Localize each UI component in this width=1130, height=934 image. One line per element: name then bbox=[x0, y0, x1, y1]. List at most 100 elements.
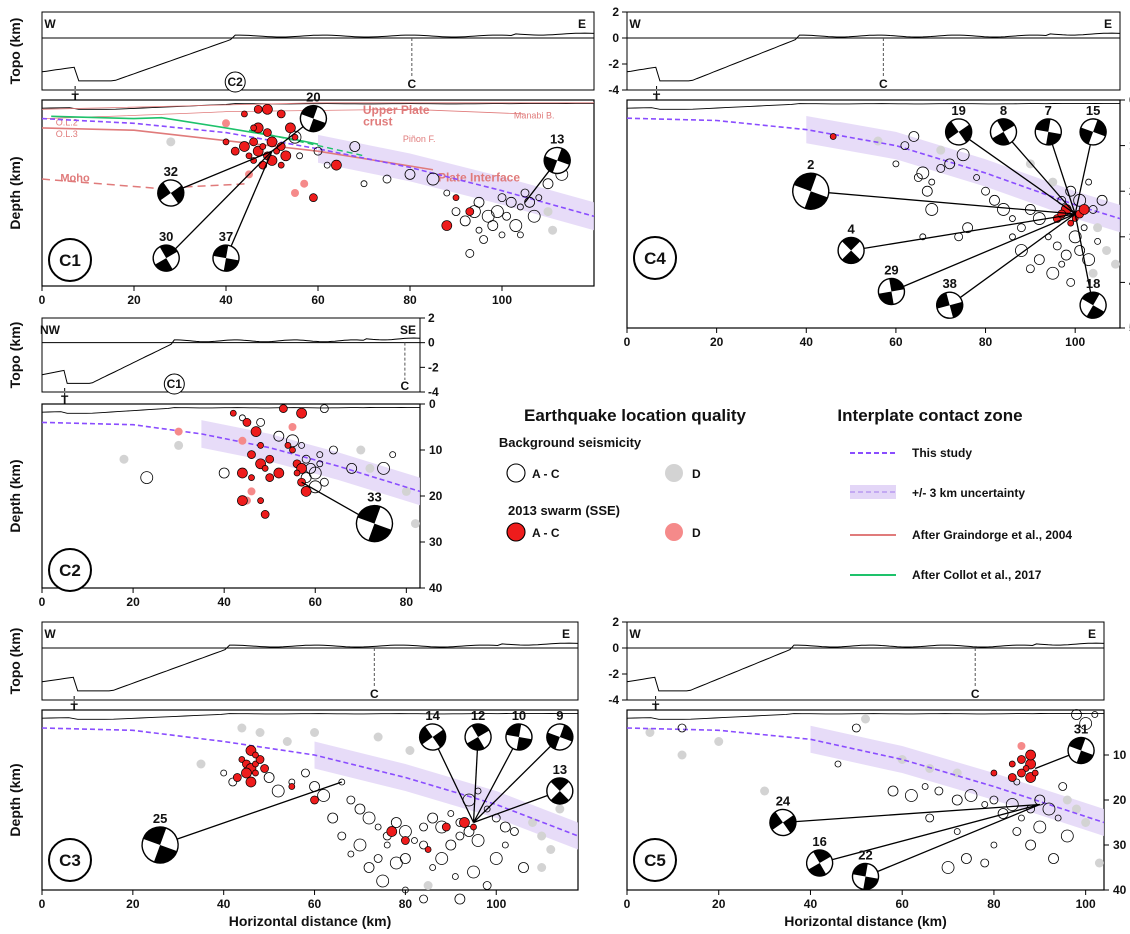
background-ac-point bbox=[1091, 711, 1099, 718]
background-d-point bbox=[760, 786, 770, 796]
swarm-ac-point bbox=[279, 404, 288, 413]
focal-mechanism-13-quadrant-b bbox=[550, 778, 570, 792]
focal-mechanism-22 bbox=[851, 862, 880, 891]
background-ac-point bbox=[374, 823, 382, 831]
focal-mechanism-12-leader bbox=[472, 736, 479, 823]
background-ac-point bbox=[373, 854, 383, 863]
panel-label: C1 bbox=[59, 251, 81, 270]
background-d-point bbox=[528, 818, 538, 827]
background-ac-point bbox=[459, 215, 471, 227]
panel-label-circle bbox=[633, 236, 677, 280]
background-ac-point bbox=[473, 196, 485, 208]
x-tick-label: 60 bbox=[889, 335, 903, 349]
direction-left-label: W bbox=[44, 17, 56, 31]
focal-mechanism-14 bbox=[418, 723, 447, 751]
depth-axis-label: Depth (km) bbox=[7, 459, 23, 532]
profile-crossing-circle bbox=[163, 373, 185, 395]
topo-frame bbox=[626, 11, 1121, 91]
swarm-ac-point bbox=[1007, 773, 1017, 782]
background-d-point bbox=[196, 759, 206, 769]
background-ac-point bbox=[316, 460, 324, 468]
background-d-point bbox=[677, 750, 687, 760]
swarm-ac-point bbox=[260, 510, 270, 519]
interface-this-study bbox=[41, 117, 595, 218]
swarm-ac-point bbox=[465, 207, 475, 216]
legend-swarm-d-label: D bbox=[692, 526, 701, 540]
focal-mechanism-33-label: 33 bbox=[367, 490, 381, 505]
background-ac-point bbox=[887, 785, 899, 797]
focal-mechanism-2-leader bbox=[810, 190, 1076, 215]
background-ac-point bbox=[346, 795, 356, 805]
background-ac-point bbox=[913, 173, 923, 182]
background-d-point bbox=[1081, 818, 1091, 827]
background-ac-point bbox=[851, 723, 861, 733]
topo-tick-label: -4 bbox=[608, 83, 619, 97]
background-ac-point bbox=[454, 893, 466, 905]
legend-swarm-d-symbol bbox=[665, 523, 683, 541]
background-ac-point bbox=[383, 841, 391, 849]
swarm-ac-point bbox=[1078, 204, 1090, 215]
swarm-ac-point bbox=[241, 110, 248, 118]
ol2-annotation: O.L.2 bbox=[56, 118, 78, 128]
background-ac-point bbox=[482, 881, 492, 890]
background-ac-point bbox=[520, 188, 530, 198]
focal-mechanism-2-label: 2 bbox=[807, 157, 814, 172]
ol3-annotation: O.L.3 bbox=[56, 129, 78, 139]
swarm-ac-point bbox=[230, 146, 240, 156]
topo-profile bbox=[41, 337, 421, 384]
swarm-ac-point bbox=[1031, 769, 1039, 777]
x-tick-label: 40 bbox=[217, 897, 231, 911]
panel-label: C3 bbox=[59, 851, 81, 870]
background-ac-point bbox=[323, 161, 331, 169]
background-ac-point bbox=[941, 861, 955, 874]
focal-mechanism-13-quadrant-b bbox=[544, 156, 558, 173]
direction-right-label: E bbox=[562, 627, 570, 641]
coast-marker-label: C bbox=[370, 687, 379, 701]
background-ac-point bbox=[518, 862, 529, 873]
focal-mechanism-37 bbox=[212, 244, 240, 272]
section-topo-profile bbox=[41, 406, 420, 414]
background-ac-point bbox=[389, 451, 397, 459]
background-ac-point bbox=[429, 864, 437, 871]
background-ac-point bbox=[455, 831, 465, 841]
background-ac-point bbox=[329, 445, 338, 455]
focal-mechanism-13-leader bbox=[473, 790, 561, 824]
background-ac-point bbox=[419, 840, 428, 850]
focal-mechanism-16-leader bbox=[819, 803, 1040, 864]
focal-mechanism-18-leader bbox=[1074, 213, 1094, 306]
direction-left-label: W bbox=[629, 17, 641, 31]
focal-mechanism-13-label: 13 bbox=[553, 762, 567, 777]
focal-mechanism-32-label: 32 bbox=[164, 164, 178, 179]
background-ac-point bbox=[376, 874, 390, 888]
background-ac-point bbox=[271, 784, 285, 798]
background-ac-point bbox=[363, 862, 375, 873]
x-tick-label: 60 bbox=[896, 897, 910, 911]
background-ac-point bbox=[1082, 253, 1096, 267]
background-ac-point bbox=[308, 466, 322, 480]
background-ac-point bbox=[1058, 260, 1066, 268]
background-ac-point bbox=[1018, 814, 1025, 822]
background-ac-point bbox=[517, 203, 524, 211]
focal-mechanism-2-quadrant-b bbox=[793, 173, 817, 192]
swarm-ac-point bbox=[265, 473, 275, 482]
swarm-ac-point bbox=[277, 161, 285, 169]
panel-label-circle bbox=[48, 838, 92, 882]
background-ac-point bbox=[953, 828, 961, 835]
focal-mechanism-19-quadrant-a bbox=[958, 124, 972, 143]
focal-mechanism-13-label: 13 bbox=[550, 131, 564, 146]
background-d-point bbox=[1111, 259, 1121, 269]
focal-mechanism-22-quadrant-a bbox=[863, 876, 879, 890]
focal-mechanism-18-quadrant-a bbox=[1086, 305, 1105, 319]
focal-mechanism-29 bbox=[877, 277, 906, 306]
swarm-ac-point bbox=[288, 783, 296, 790]
focal-mechanism-8-quadrant-b bbox=[996, 118, 1015, 132]
swarm-ac-point bbox=[253, 104, 263, 114]
legend-background-d-symbol bbox=[665, 464, 683, 482]
x-tick-label: 80 bbox=[403, 293, 417, 307]
background-ac-point bbox=[140, 471, 154, 485]
focal-mechanism-37-leader bbox=[225, 150, 273, 259]
background-d-point bbox=[373, 732, 383, 742]
topo-profile bbox=[626, 32, 1121, 82]
topo-frame bbox=[41, 317, 421, 393]
swarm-ac-point bbox=[237, 495, 248, 506]
